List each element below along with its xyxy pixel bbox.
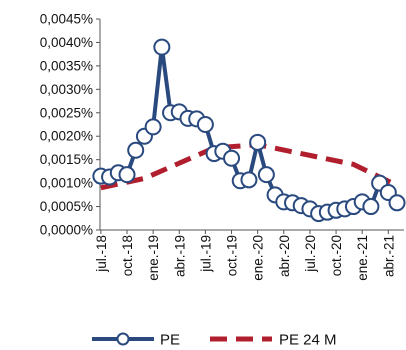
x-axis: jul.-18 oct.-18 ene.-19 abr.-19 jul.-19 oct.-… xyxy=(94,229,404,281)
x-tick-label: jul.-19 xyxy=(198,235,213,273)
x-tick-label: oct.-20 xyxy=(329,235,344,276)
x-tick-label: jul.-18 xyxy=(94,235,109,273)
x-tick-label: oct.-18 xyxy=(120,235,135,276)
x-tick-label: jul.-20 xyxy=(303,235,318,273)
y-axis: 0,0000% 0,0005% 0,0010% 0,0015% 0,0020% 0,002… xyxy=(40,12,101,238)
y-tick-label: 0,0045% xyxy=(40,12,93,27)
x-tick-label: abr.-19 xyxy=(172,235,187,277)
x-tick-label: abr.-21 xyxy=(381,235,396,277)
data-point-pe xyxy=(196,116,214,133)
legend-label-pe: PE xyxy=(160,332,180,349)
x-tick-label: ene.-20 xyxy=(251,235,266,281)
y-tick-label: 0,0005% xyxy=(40,199,93,214)
data-point-pe xyxy=(127,141,145,159)
y-tick-label: 0,0000% xyxy=(40,223,93,238)
y-tick-label: 0,0020% xyxy=(40,129,93,144)
x-tick-label: ene.-21 xyxy=(355,235,370,281)
y-tick-label: 0,0015% xyxy=(40,152,93,167)
series-layer xyxy=(92,38,406,223)
data-point-pe xyxy=(223,149,241,167)
data-point-pe xyxy=(240,171,258,189)
data-point-pe xyxy=(362,198,380,216)
x-tick-label: ene.-19 xyxy=(146,235,161,281)
data-point-pe xyxy=(144,118,162,136)
legend: PE PE 24 M xyxy=(92,332,337,349)
legend-marker-pe xyxy=(116,332,130,346)
data-point-pe xyxy=(388,194,406,212)
series-line-pe-24m xyxy=(100,142,399,191)
y-tick-label: 0,0030% xyxy=(40,82,93,97)
x-tick-label: abr.-20 xyxy=(277,235,292,277)
x-tick-label: oct.-19 xyxy=(225,235,240,276)
data-point-pe xyxy=(153,38,171,56)
y-tick-label: 0,0035% xyxy=(40,58,93,73)
legend-label-pe-24m: PE 24 M xyxy=(279,332,337,349)
data-point-pe xyxy=(118,166,136,184)
y-tick-label: 0,0040% xyxy=(40,35,93,50)
y-tick-label: 0,0010% xyxy=(40,176,93,191)
data-point-pe xyxy=(257,166,275,184)
y-tick-label: 0,0025% xyxy=(40,105,93,120)
data-point-pe xyxy=(249,133,267,151)
